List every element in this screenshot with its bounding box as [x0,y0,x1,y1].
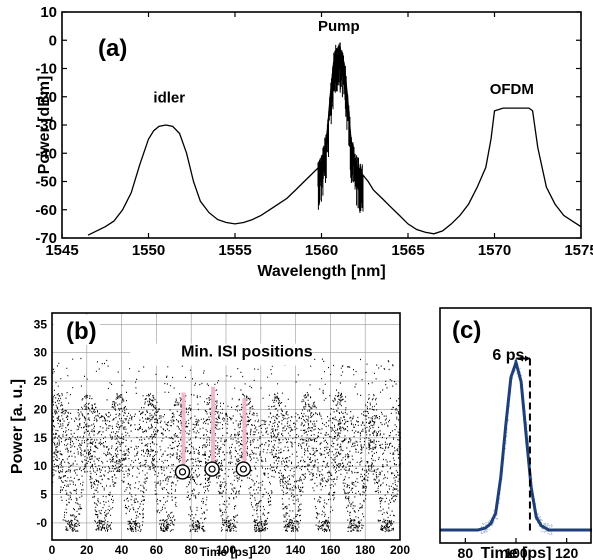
panel-b-scatter-points [52,357,401,533]
panel-b: 0 20 40 60 80 100 120 140 160 180 200 -0 5 10 15 20 25 30… [9,312,410,559]
panel-c-width-marker [518,355,531,531]
panel-a-x-tick-label: 1575 [564,242,593,259]
panel-b-x-tick-label: 60 [150,543,164,557]
panel-a-label: (a) [98,35,127,62]
panel-c-frame [439,307,592,544]
panel-b-x-axis-title: Time [ps] [199,545,252,559]
panel-b-x-tick-label: 160 [320,543,340,557]
panel-b-x-tick-label: 180 [355,543,375,557]
panel-a-x-axis-title: Wavelength [nm] [257,263,385,280]
panel-a-pump-noise [317,42,364,213]
width-marker-arrow-left [518,355,523,362]
panel-b-y-tick-label: 10 [34,459,48,473]
panel-b-x-tick-label: 120 [251,543,271,557]
panel-a-x-tick-label: 1550 [132,242,165,259]
panel-a-y-axis-title: Power [dBm] [36,76,53,175]
panel-c: 80 100 120 (c) 6 ps Time [ps] [439,307,592,560]
panel-a-y-tick-label: -50 [35,174,57,191]
panel-c-x-tick-label: 100 [504,545,528,560]
panel-b-frame [51,312,401,541]
panel-b-x-tick-label: 0 [49,543,56,557]
panel-a-x-tick-label: 1570 [478,242,511,259]
panel-b-x-tick-label: 40 [115,543,129,557]
panel-b-annotation-background [130,343,305,366]
panel-b-x-tick-label: 200 [390,543,410,557]
annotation-idler: idler [153,89,185,106]
panel-a: 1545 1550 1555 1560 1565 1570 1575 10 0 -10 -20 -30… [35,4,593,280]
panel-b-x-tick-label: 140 [286,543,306,557]
panel-a-y-tick-label: -40 [35,145,57,162]
panel-b-y-tick-label: 25 [34,374,48,388]
panel-a-x-tick-label: 1560 [305,242,338,259]
panel-a-y-tick-label: 10 [40,4,57,21]
panel-b-y-tick-label: 5 [40,488,47,502]
panel-a-x-tick-label: 1545 [45,242,78,259]
panel-b-y-tick-label: 15 [34,431,48,445]
panel-b-label-background [54,315,100,345]
panel-c-x-tick-label: 80 [458,545,474,560]
panel-b-isi-markers [174,386,252,480]
isi-marker-center [239,465,247,473]
panel-a-y-tick-label: 0 [49,32,57,49]
annotation-pump: Pump [318,18,360,35]
panel-a-x-tick-label: 1565 [391,242,424,259]
annotation-min-isi-positions: Min. ISI positions [181,344,313,361]
panel-b-label: (b) [66,318,97,345]
panel-c-pulse-noise [480,358,553,535]
panel-b-y-tick-label: 20 [34,402,48,416]
width-marker-arrow-right [524,355,530,362]
panel-a-y-tick-label: -70 [35,230,57,247]
panel-a-y-tick-label: -60 [35,202,57,219]
panel-c-x-tick-label: 120 [555,545,579,560]
panel-a-frame [61,11,582,239]
panel-b-x-tick-label: 100 [216,543,236,557]
annotation-6-ps: 6 ps [492,347,524,364]
panel-a-ticks: 1545 1550 1555 1560 1565 1570 1575 10 0 -10 -20 -30… [35,4,593,259]
panel-a-y-tick-label: -30 [35,117,57,134]
panel-b-x-tick-label: 20 [80,543,94,557]
panel-b-x-tick-label: 80 [185,543,199,557]
panel-b-y-tick-label: 35 [34,317,48,331]
panel-c-label: (c) [452,317,481,344]
annotation-ofdm: OFDM [490,81,534,98]
panel-b-y-tick-label: -0 [36,516,47,530]
panel-c-ticks: 80 100 120 [458,538,579,560]
panel-c-x-axis-title: Time [ps] [481,545,552,560]
panel-a-y-tick-label: -10 [35,61,57,78]
panel-b-y-tick-label: 30 [34,346,48,360]
panel-b-scatter-cloud [52,357,401,533]
panel-a-x-tick-label: 1555 [218,242,251,259]
isi-marker-center [208,465,216,473]
panel-a-y-tick-label: -20 [35,89,57,106]
panel-c-pulse-line [440,357,592,532]
panel-b-y-axis-title: Power [a. u.] [9,379,26,474]
isi-marker-center [178,468,187,476]
